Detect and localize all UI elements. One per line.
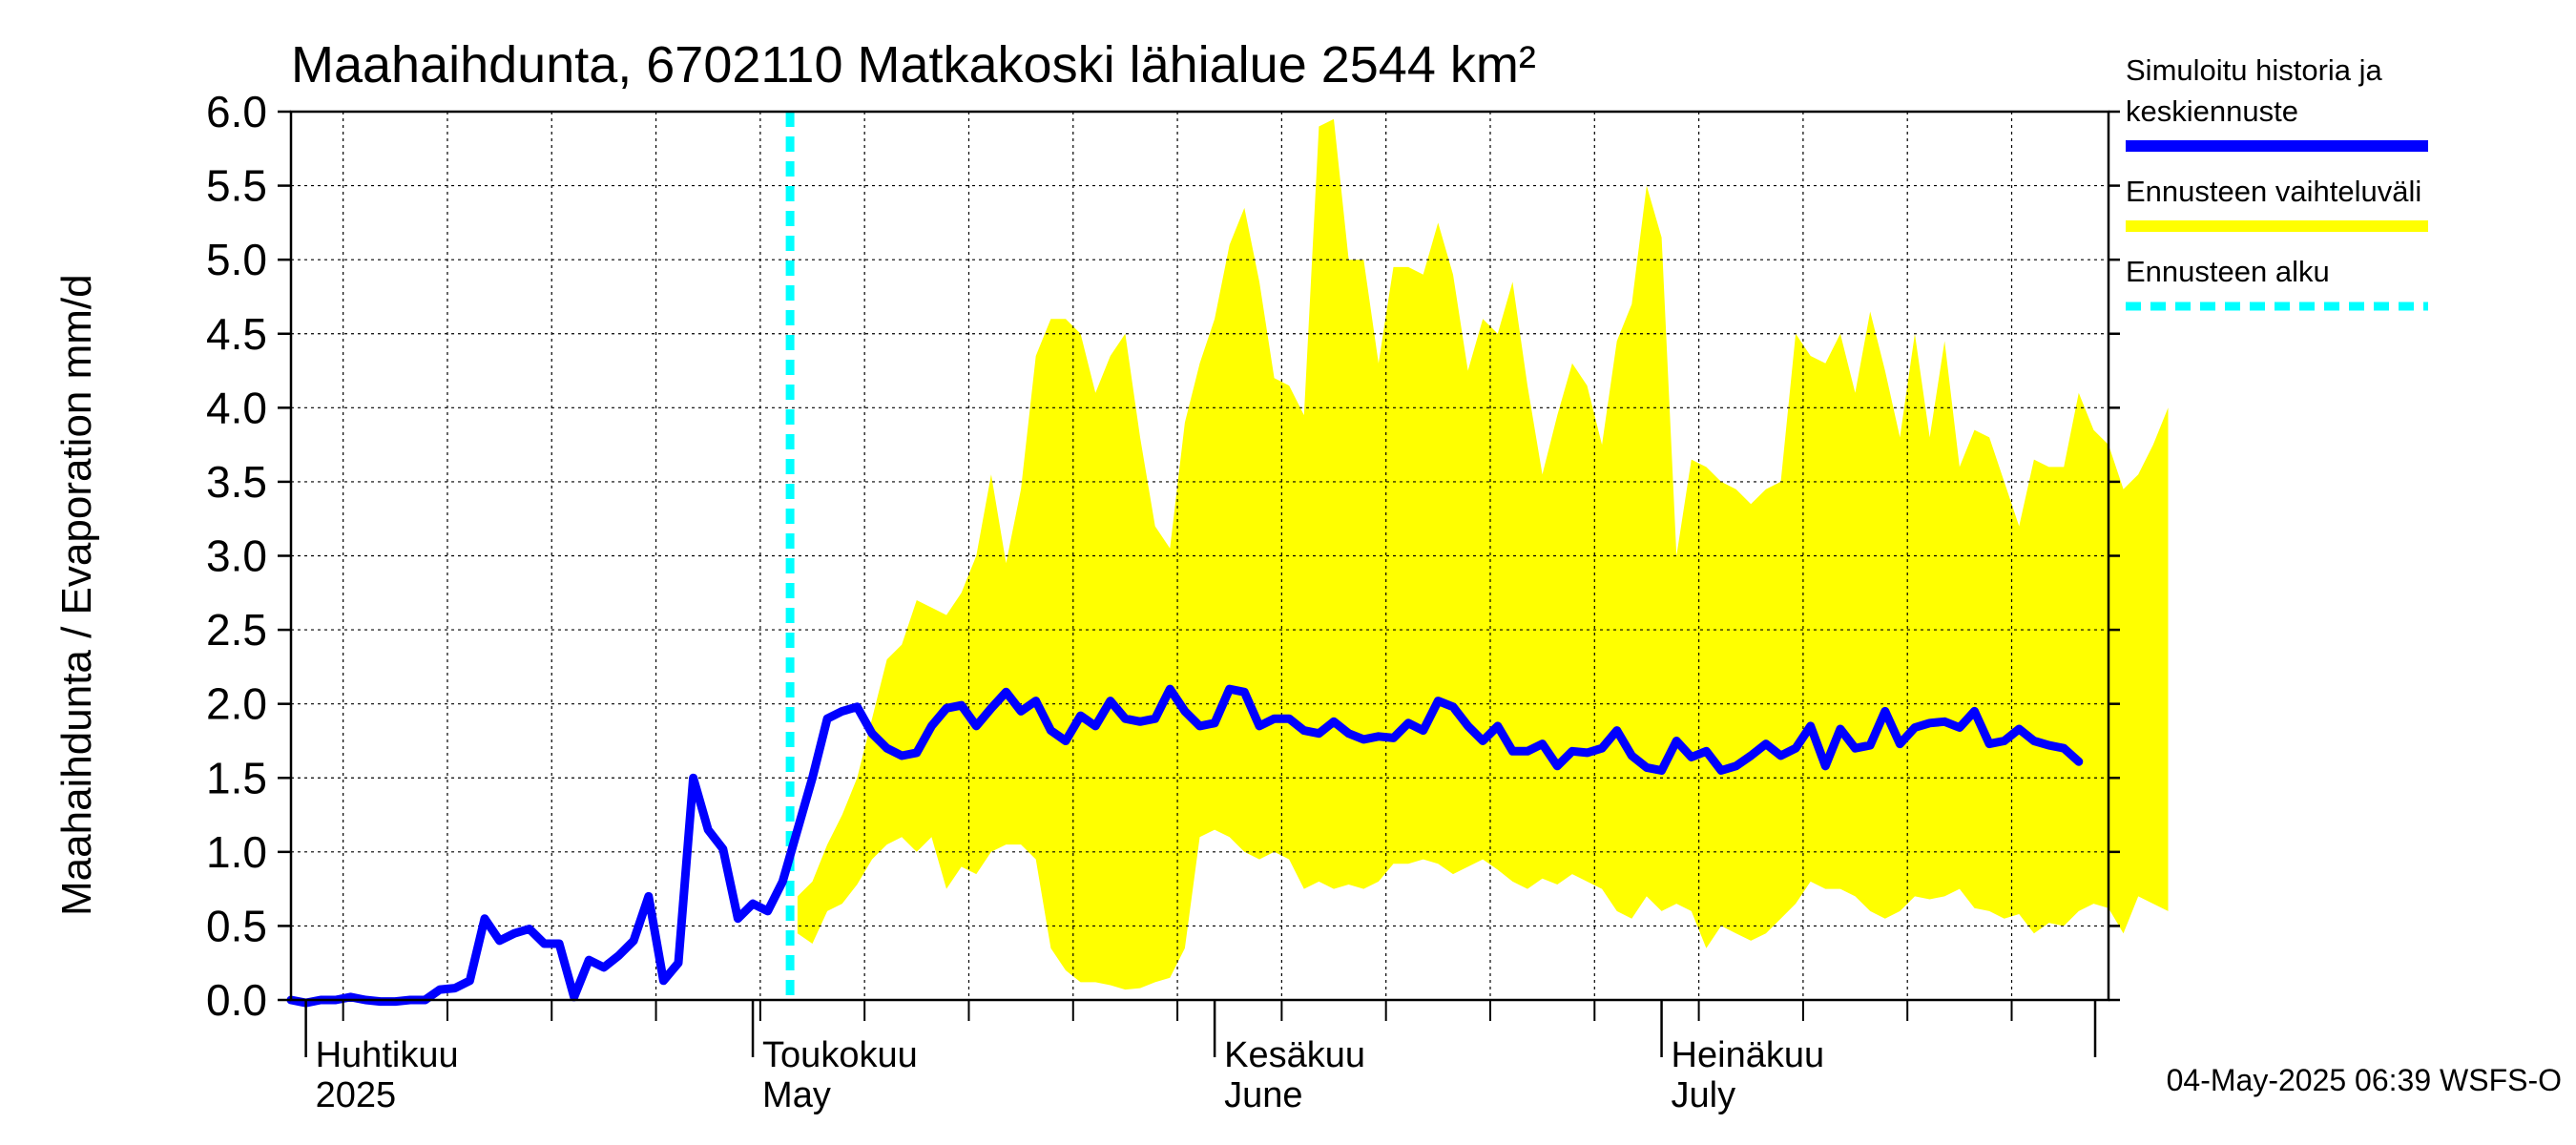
x-month-sublabel: June [1224,1075,1302,1115]
x-month-sublabel: May [762,1075,831,1115]
y-tick-label: 0.5 [206,901,267,950]
x-month-label: Toukokuu [762,1035,918,1075]
y-tick-label: 1.0 [206,827,267,877]
x-month-sublabel: 2025 [316,1075,397,1115]
grid-lines [291,112,2109,1000]
mean-forecast-line [286,684,2084,1008]
legend-label: Ennusteen vaihteluväli [2126,175,2421,208]
y-tick-label: 5.5 [206,161,267,211]
y-tick-label: 4.5 [206,309,267,359]
y-tick-label: 5.0 [206,235,267,284]
y-tick-label: 2.5 [206,605,267,655]
footer-timestamp: 04-May-2025 06:39 WSFS-O [2167,1063,2562,1097]
legend: Simuloitu historia ja keskiennuste Ennuste… [2126,53,2428,311]
range-band-area [797,118,2169,990]
x-month-sublabel: July [1672,1075,1736,1115]
y-axis-ticks: 0.0 0.5 1.0 1.5 2.0 2.5 3.0 3.5 4.0 4.5 5.0 5.5 6.0 [206,87,2120,1025]
y-tick-label: 6.0 [206,87,267,136]
x-month-label: Heinäkuu [1672,1035,1825,1075]
legend-label: Ennusteen alku [2126,255,2330,288]
mean-line [286,684,2084,1008]
y-tick-label: 3.0 [206,531,267,581]
y-axis-label: Maahaihdunta / Evaporation mm/d [53,274,100,916]
x-month-label: Kesäkuu [1224,1035,1365,1075]
y-tick-label: 1.5 [206,753,267,802]
legend-label: Simuloitu historia ja [2126,53,2383,87]
y-tick-label: 0.0 [206,975,267,1025]
y-tick-label: 2.0 [206,679,267,729]
chart-title: Maahaihdunta, 6702110 Matkakoski lähialu… [291,36,1536,94]
forecast-range-band [797,118,2169,990]
y-tick-label: 3.5 [206,457,267,507]
y-tick-label: 4.0 [206,383,267,432]
x-month-label: Huhtikuu [316,1035,459,1075]
legend-label: keskiennuste [2126,94,2298,128]
